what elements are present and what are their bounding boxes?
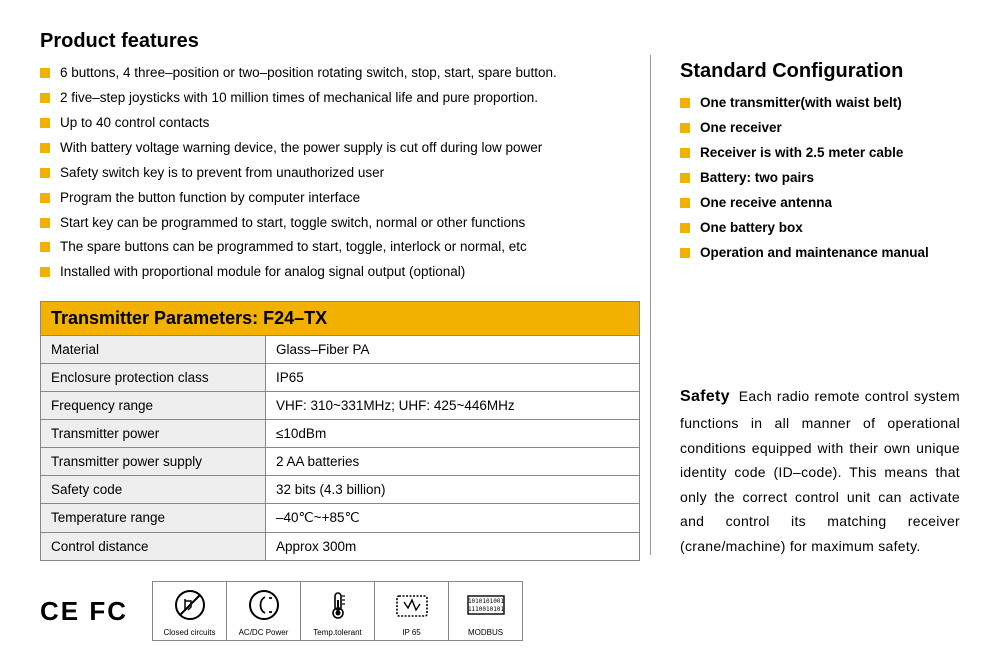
param-value: ≤10dBm bbox=[266, 420, 639, 447]
icon-label: AC/DC Power bbox=[239, 629, 289, 637]
left-column: Product features 6 buttons, 4 three–posi… bbox=[40, 30, 640, 561]
standard-configuration-title: Standard Configuration bbox=[680, 60, 960, 83]
param-value: 32 bits (4.3 billion) bbox=[266, 476, 639, 503]
table-row: Transmitter power ≤10dBm bbox=[41, 420, 639, 448]
icon-label: Closed circuits bbox=[163, 629, 215, 637]
feature-item: The spare buttons can be programmed to s… bbox=[40, 237, 640, 258]
config-item: Operation and maintenance manual bbox=[680, 243, 960, 264]
icon-label: Temp.tolerant bbox=[313, 629, 361, 637]
temp-tolerant-icon: Temp.tolerant bbox=[301, 581, 375, 641]
param-value: IP65 bbox=[266, 364, 639, 391]
vertical-line bbox=[650, 55, 651, 555]
table-row: Temperature range –40℃~+85℃ bbox=[41, 504, 639, 533]
icon-label: IP 65 bbox=[402, 629, 421, 637]
param-label: Enclosure protection class bbox=[41, 364, 266, 391]
config-item: Receiver is with 2.5 meter cable bbox=[680, 143, 960, 164]
feature-item: 6 buttons, 4 three–position or two–posit… bbox=[40, 63, 640, 84]
feature-item: Up to 40 control contacts bbox=[40, 113, 640, 134]
acdc-power-icon: AC/DC Power bbox=[227, 581, 301, 641]
feature-item: With battery voltage warning device, the… bbox=[40, 138, 640, 159]
param-label: Transmitter power bbox=[41, 420, 266, 447]
feature-item: Program the button function by computer … bbox=[40, 188, 640, 209]
ce-fc-marks: CE FC bbox=[40, 596, 128, 627]
config-item: One receive antenna bbox=[680, 193, 960, 214]
param-value: Approx 300m bbox=[266, 533, 639, 560]
transmitter-parameters-table: Transmitter Parameters: F24–TX Material … bbox=[40, 301, 640, 561]
param-label: Temperature range bbox=[41, 504, 266, 532]
svg-text:1010101001: 1010101001 bbox=[467, 598, 504, 605]
features-list: 6 buttons, 4 three–position or two–posit… bbox=[40, 63, 640, 283]
param-value: VHF: 310~331MHz; UHF: 425~446MHz bbox=[266, 392, 639, 419]
param-value: Glass–Fiber PA bbox=[266, 336, 639, 363]
table-row: Frequency range VHF: 310~331MHz; UHF: 42… bbox=[41, 392, 639, 420]
param-value: –40℃~+85℃ bbox=[266, 504, 639, 532]
table-row: Material Glass–Fiber PA bbox=[41, 336, 639, 364]
safety-paragraph: Safety Each radio remote control system … bbox=[680, 383, 960, 558]
table-row: Transmitter power supply 2 AA batteries bbox=[41, 448, 639, 476]
table-header: Transmitter Parameters: F24–TX bbox=[41, 302, 639, 336]
safety-heading: Safety bbox=[680, 388, 730, 405]
feature-icon-strip: Closed circuits AC/DC Power bbox=[152, 581, 523, 641]
certifications-row: CE FC Closed circuits AC/DC Power bbox=[40, 581, 523, 641]
config-item: One battery box bbox=[680, 218, 960, 239]
feature-item: Installed with proportional module for a… bbox=[40, 262, 640, 283]
param-value: 2 AA batteries bbox=[266, 448, 639, 475]
icon-label: MODBUS bbox=[468, 629, 503, 637]
config-item: One transmitter(with waist belt) bbox=[680, 93, 960, 114]
safety-body: Each radio remote control system functio… bbox=[680, 388, 960, 554]
config-item: One receiver bbox=[680, 118, 960, 139]
param-label: Transmitter power supply bbox=[41, 448, 266, 475]
feature-item: Safety switch key is to prevent from una… bbox=[40, 163, 640, 184]
feature-item: 2 five–step joysticks with 10 million ti… bbox=[40, 88, 640, 109]
feature-item: Start key can be programmed to start, to… bbox=[40, 213, 640, 234]
table-row: Safety code 32 bits (4.3 billion) bbox=[41, 476, 639, 504]
modbus-icon: 1010101001 1110010101 MODBUS bbox=[449, 581, 523, 641]
product-features-title: Product features bbox=[40, 30, 640, 53]
ip65-icon: IP 65 bbox=[375, 581, 449, 641]
config-item: Battery: two pairs bbox=[680, 168, 960, 189]
right-column: Standard Configuration One transmitter(w… bbox=[660, 30, 960, 561]
closed-circuits-icon: Closed circuits bbox=[153, 581, 227, 641]
param-label: Material bbox=[41, 336, 266, 363]
column-divider bbox=[640, 30, 660, 561]
param-label: Frequency range bbox=[41, 392, 266, 419]
table-row: Control distance Approx 300m bbox=[41, 533, 639, 561]
svg-text:1110010101: 1110010101 bbox=[467, 606, 504, 613]
table-row: Enclosure protection class IP65 bbox=[41, 364, 639, 392]
param-label: Safety code bbox=[41, 476, 266, 503]
param-label: Control distance bbox=[41, 533, 266, 560]
configuration-list: One transmitter(with waist belt) One rec… bbox=[680, 93, 960, 263]
